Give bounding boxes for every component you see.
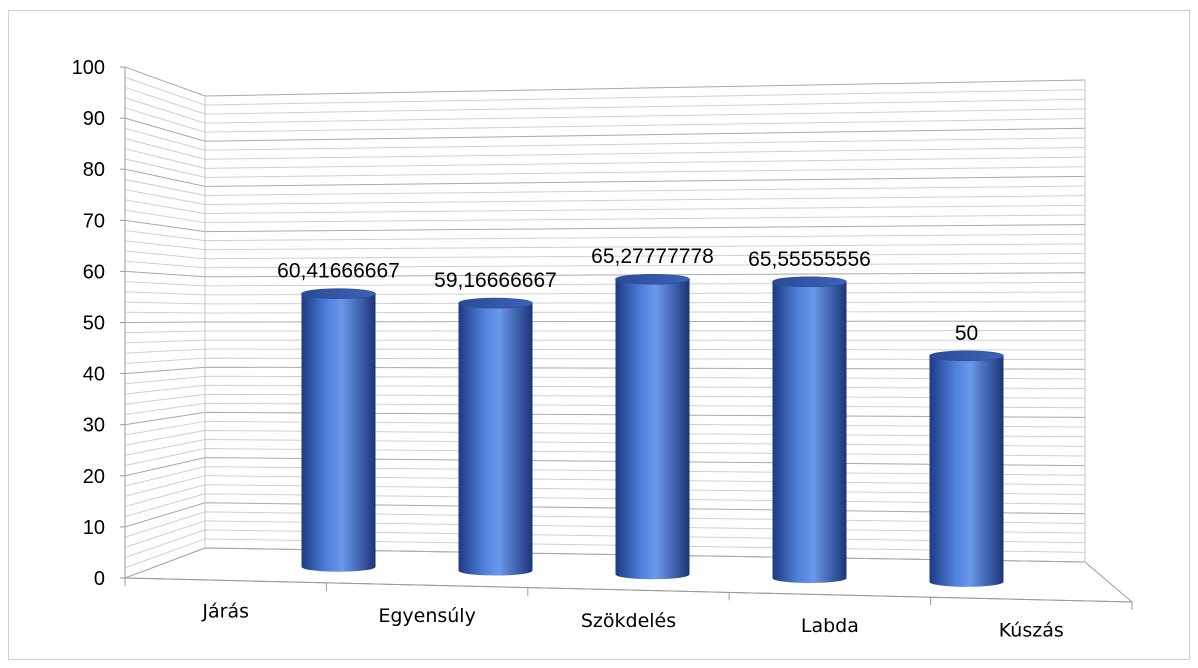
minor-gridline [124, 281, 1086, 287]
minor-gridline [124, 86, 1086, 115]
bar-top [458, 297, 533, 309]
y-tick-label: 90 [83, 108, 105, 130]
bar: 60,41666667 [277, 260, 400, 572]
bar-body [772, 281, 847, 584]
x-category-label: Labda [801, 615, 859, 637]
x-axis-labels: Járás Egyensúly Szökdelés Labda Kúszás [201, 600, 1063, 641]
minor-gridline [124, 291, 1086, 296]
bar-data-label: 60,41666667 [277, 260, 400, 283]
bar-data-label: 65,55555556 [748, 248, 871, 271]
major-gridline [124, 270, 1086, 278]
bar-body [458, 303, 533, 576]
x-axis-line [124, 577, 1133, 603]
bar: 65,55555556 [748, 248, 871, 584]
minor-gridline [124, 339, 1086, 344]
bar-top [929, 350, 1004, 362]
major-gridline [124, 117, 1086, 142]
bar-top [301, 288, 376, 299]
y-tick-label: 20 [83, 466, 105, 488]
bar-top [615, 273, 690, 285]
minor-gridline [124, 158, 1086, 178]
minor-gridline [124, 209, 1086, 224]
minor-gridline [124, 301, 1086, 305]
bar-top [772, 276, 847, 288]
minor-gridline [124, 330, 1086, 334]
bar-data-label: 59,16666667 [434, 269, 557, 292]
y-tick-label: 30 [83, 415, 105, 437]
bar-body [301, 293, 376, 572]
x-category-label: Kúszás [999, 620, 1064, 642]
bar: 50 [929, 322, 1004, 587]
bar: 65,27777778 [591, 245, 714, 580]
y-axis-ticks: 0 10 20 30 40 50 60 70 80 90 100 [72, 57, 125, 590]
minor-gridline [124, 189, 1086, 205]
y-tick-label: 10 [83, 517, 105, 539]
y-tick-label: 100 [72, 57, 105, 79]
major-gridline [124, 320, 1086, 323]
bar-data-label: 50 [955, 322, 978, 345]
minor-gridline [124, 76, 1086, 106]
y-tick-label: 80 [83, 159, 105, 181]
x-category-label: Járás [201, 600, 249, 622]
y-tick-label: 50 [83, 313, 105, 335]
major-gridline [124, 66, 1086, 97]
minor-gridline [124, 230, 1086, 242]
y-tick-label: 60 [83, 261, 105, 283]
bars: 60,41666667 59,16666667 65,27777778 65,5555… [277, 245, 1004, 587]
minor-gridline [124, 310, 1086, 314]
y-tick-label: 70 [83, 210, 105, 232]
bar-data-label: 65,27777778 [591, 245, 714, 268]
bar-body [615, 279, 690, 580]
minor-gridline [124, 199, 1086, 215]
x-category-label: Egyensúly [378, 605, 476, 627]
bar: 59,16666667 [434, 269, 557, 576]
y-tick-label: 40 [83, 364, 105, 386]
x-category-label: Szökdelés [581, 610, 676, 632]
major-gridline [124, 168, 1086, 187]
bar-body [929, 355, 1004, 587]
y-tick-label: 0 [94, 568, 105, 590]
